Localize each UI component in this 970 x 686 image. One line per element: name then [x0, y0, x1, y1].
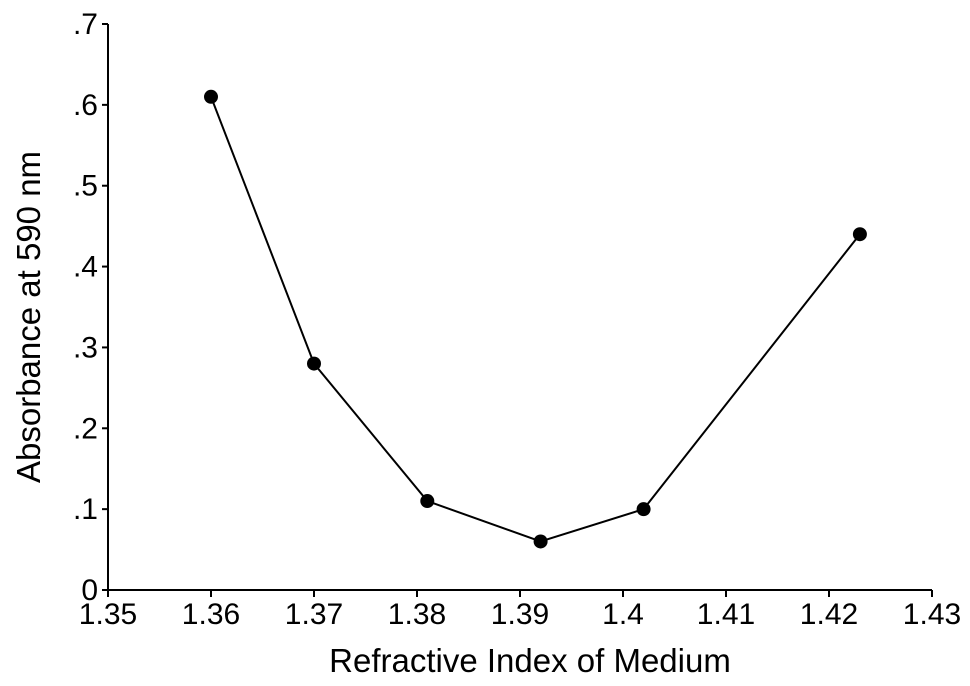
- y-tick-label: .7: [73, 8, 98, 41]
- x-tick-label: 1.4: [602, 598, 644, 631]
- axes: [107, 24, 932, 591]
- x-axis-title: Refractive Index of Medium: [329, 642, 731, 679]
- x-tick-label: 1.37: [285, 598, 343, 631]
- data-point: [533, 534, 548, 549]
- x-tick-label: 1.41: [697, 598, 755, 631]
- y-axis-title: Absorbance at 590 nm: [10, 151, 47, 483]
- y-tick-label: .5: [73, 170, 98, 203]
- data-point: [307, 356, 321, 371]
- data-point: [204, 89, 218, 104]
- x-tick-label: 1.35: [79, 598, 137, 631]
- data-point: [852, 227, 867, 242]
- data-point: [420, 494, 435, 509]
- x-tick-label: 1.43: [903, 598, 961, 631]
- y-tick-label: 0: [81, 574, 98, 607]
- y-tick-label: .1: [73, 493, 98, 526]
- y-ticks: 0 .1 .2 .3 .4 .5 .6 .7: [73, 8, 108, 607]
- series-line: [210, 96, 861, 543]
- x-tick-label: 1.42: [800, 598, 858, 631]
- series: [204, 89, 867, 549]
- y-tick-label: .4: [73, 251, 98, 284]
- x-tick-label: 1.38: [388, 598, 446, 631]
- x-ticks: 1.35 1.36 1.37 1.38 1.39 1.4 1.41 1.42 1.43: [79, 590, 961, 631]
- y-tick-label: .6: [73, 89, 98, 122]
- x-tick-label: 1.39: [491, 598, 549, 631]
- y-tick-label: .2: [73, 412, 98, 445]
- y-tick-label: .3: [73, 331, 98, 364]
- x-tick-label: 1.36: [182, 598, 240, 631]
- data-point: [636, 502, 651, 517]
